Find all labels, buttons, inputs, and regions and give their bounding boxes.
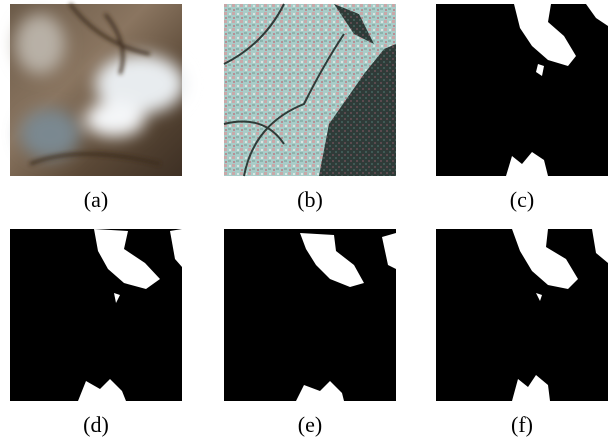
panel-label: (c) xyxy=(510,187,534,212)
panel-label: (e) xyxy=(298,412,322,437)
panel-b-image xyxy=(224,4,396,176)
panel-label: (f) xyxy=(511,412,533,437)
panel-a-image xyxy=(10,4,185,176)
panel-label: (a) xyxy=(84,187,108,212)
panel-label: (d) xyxy=(83,412,109,437)
figure: (a) (b) (c) (d) (e) (f) xyxy=(0,0,608,442)
panel-label: (b) xyxy=(297,187,323,212)
panel-e-image xyxy=(224,229,396,401)
page: {"panels": [{"label": "(a)"}, {"label": … xyxy=(0,0,608,442)
panel-d-image xyxy=(10,229,182,401)
panel-c-image xyxy=(436,4,608,176)
panel-f-image xyxy=(436,229,608,401)
